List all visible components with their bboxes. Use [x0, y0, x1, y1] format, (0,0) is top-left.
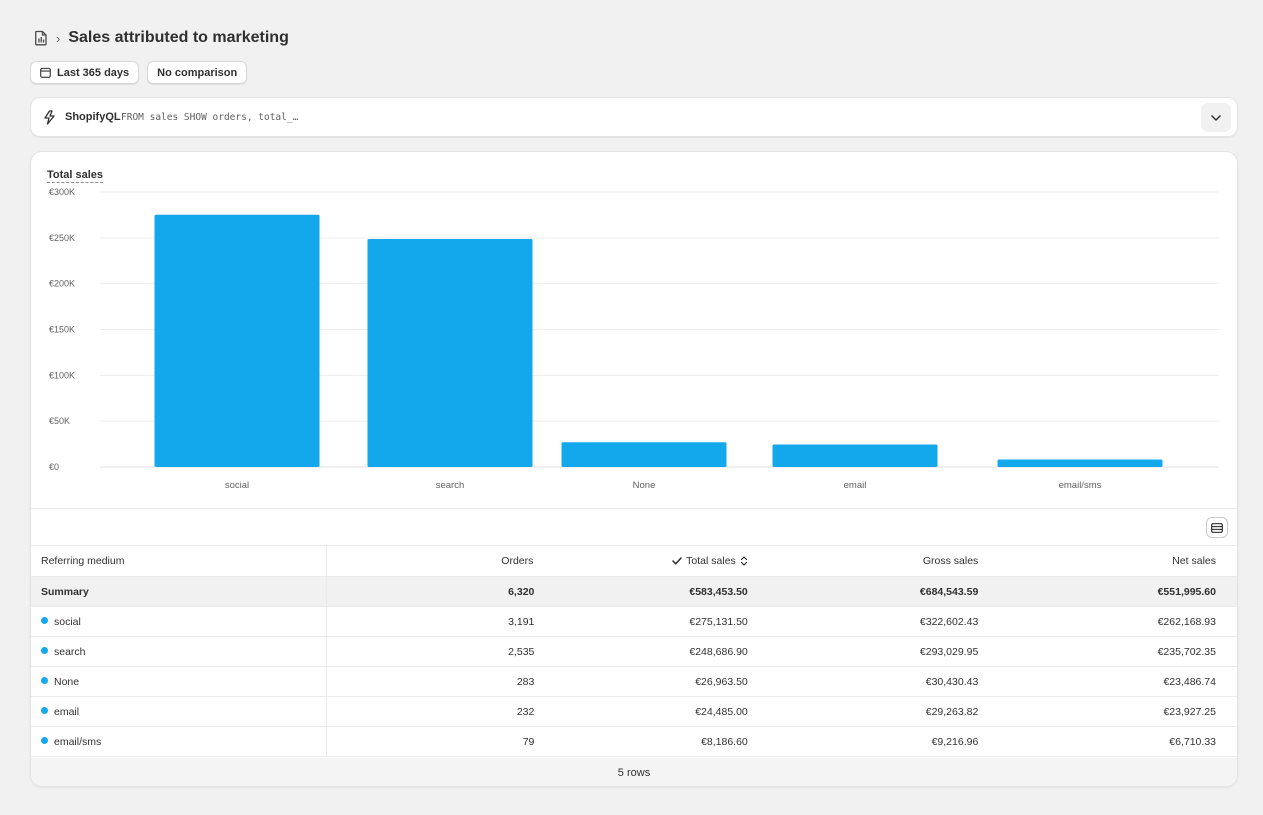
- comparison-button[interactable]: No comparison: [147, 61, 248, 84]
- x-tick-label: search: [436, 480, 465, 491]
- y-tick-label: €250K: [49, 233, 75, 243]
- report-icon[interactable]: [34, 30, 48, 46]
- page-title: Sales attributed to marketing: [68, 29, 289, 46]
- chevron-down-icon: [1211, 114, 1221, 121]
- bar-none[interactable]: [561, 442, 727, 467]
- x-tick-label: email: [844, 480, 867, 491]
- shopifyql-label: ShopifyQL: [65, 111, 121, 123]
- cell-gross-sales: €322,602.43: [755, 606, 987, 637]
- filter-bar: Last 365 days No comparison: [30, 61, 248, 84]
- series-dot-icon: [41, 707, 48, 715]
- cell-net-sales: €23,486.74: [986, 666, 1237, 697]
- medium-label: social: [54, 615, 81, 628]
- table-row: None 283 €26,963.50 €30,430.43 €23,486.74: [31, 666, 1237, 697]
- cell-total-sales: €8,186.60: [542, 726, 756, 757]
- page-header: › Sales attributed to marketing: [34, 29, 289, 47]
- series-dot-icon: [41, 647, 48, 655]
- bar-social[interactable]: [154, 214, 320, 467]
- cell-net-sales: €23,927.25: [986, 696, 1237, 727]
- y-tick-label: €150K: [49, 325, 75, 335]
- y-tick-label: €100K: [49, 370, 75, 380]
- cell-orders: 232: [326, 696, 543, 727]
- cell-net-sales: €6,710.33: [986, 726, 1237, 757]
- table-row: search 2,535 €248,686.90 €293,029.95 €235,70…: [31, 636, 1237, 667]
- summary-orders: 6,320: [326, 576, 543, 607]
- x-tick-label: social: [225, 480, 249, 491]
- x-tick-label: email/sms: [1059, 480, 1102, 491]
- col-gross-sales[interactable]: Gross sales: [755, 545, 987, 577]
- summary-gross-sales: €684,543.59: [755, 576, 987, 607]
- summary-total-sales: €583,453.50: [542, 576, 756, 607]
- medium-label: search: [54, 645, 86, 658]
- series-dot-icon: [41, 677, 48, 685]
- col-total-sales-label: Total sales: [686, 554, 736, 567]
- cell-gross-sales: €9,216.96: [755, 726, 987, 757]
- cell-net-sales: €235,702.35: [986, 636, 1237, 667]
- chart-title[interactable]: Total sales: [47, 169, 104, 183]
- expand-query-button[interactable]: [1201, 103, 1231, 132]
- bar-email[interactable]: [772, 444, 938, 467]
- cell-total-sales: €24,485.00: [542, 696, 756, 727]
- cell-gross-sales: €293,029.95: [755, 636, 987, 667]
- bar-chart: €0 €50K €100K €150K €200K €250K €300K social sea…: [49, 187, 1219, 491]
- cell-total-sales: €275,131.50: [542, 606, 756, 637]
- cell-net-sales: €262,168.93: [986, 606, 1237, 637]
- breadcrumb-chevron: ›: [56, 30, 61, 46]
- shopifyql-bar[interactable]: ShopifyQL FROM sales SHOW orders, total_…: [30, 97, 1238, 137]
- query-text[interactable]: FROM sales SHOW orders, total_…: [121, 112, 299, 123]
- cell-orders: 3,191: [326, 606, 543, 637]
- cell-gross-sales: €29,263.82: [755, 696, 987, 727]
- comparison-label: No comparison: [157, 66, 238, 79]
- cell-orders: 79: [326, 726, 543, 757]
- lightning-icon: [44, 110, 55, 125]
- cell-referring-medium: search: [31, 636, 328, 667]
- table-view-button[interactable]: [1206, 517, 1228, 538]
- summary-net-sales: €551,995.60: [986, 576, 1237, 607]
- y-tick-label: €300K: [49, 187, 75, 197]
- cell-orders: 283: [326, 666, 543, 697]
- table-row: email/sms 79 €8,186.60 €9,216.96 €6,710.33: [31, 726, 1237, 757]
- cell-total-sales: €248,686.90: [542, 636, 756, 667]
- divider: [31, 508, 1237, 509]
- summary-label: Summary: [31, 576, 328, 607]
- medium-label: email/sms: [54, 735, 102, 748]
- table-row: social 3,191 €275,131.50 €322,602.43 €262,16…: [31, 606, 1237, 637]
- table-row: email 232 €24,485.00 €29,263.82 €23,927.25: [31, 696, 1237, 727]
- y-tick-label: €0: [49, 462, 59, 472]
- check-icon: [672, 556, 682, 565]
- report-card: Total sales €0 €50K €100K €150K €200K €250K €3…: [30, 151, 1238, 787]
- bar-search[interactable]: [367, 239, 533, 467]
- col-net-sales[interactable]: Net sales: [986, 545, 1237, 577]
- table-icon: [1211, 522, 1223, 533]
- date-range-button[interactable]: Last 365 days: [30, 61, 140, 84]
- cell-referring-medium: social: [31, 606, 328, 637]
- date-range-label: Last 365 days: [57, 66, 130, 79]
- y-tick-label: €50K: [49, 416, 70, 426]
- cell-referring-medium: email/sms: [31, 726, 328, 757]
- table-header-row: Referring medium Orders Total sales Gros…: [31, 545, 1237, 577]
- sort-icon[interactable]: [740, 555, 748, 567]
- cell-referring-medium: email: [31, 696, 328, 727]
- col-total-sales[interactable]: Total sales: [542, 545, 756, 577]
- y-tick-label: €200K: [49, 279, 75, 289]
- summary-row: Summary 6,320 €583,453.50 €684,543.59 €5…: [31, 576, 1237, 607]
- calendar-icon: [40, 67, 51, 78]
- medium-label: None: [54, 675, 80, 688]
- cell-gross-sales: €30,430.43: [755, 666, 987, 697]
- cell-total-sales: €26,963.50: [542, 666, 756, 697]
- x-tick-label: None: [633, 480, 656, 491]
- series-dot-icon: [41, 617, 48, 625]
- medium-label: email: [54, 705, 80, 718]
- col-referring-medium[interactable]: Referring medium: [31, 545, 328, 577]
- data-table: Referring medium Orders Total sales Gros…: [31, 545, 1237, 757]
- series-dot-icon: [41, 737, 48, 745]
- col-orders[interactable]: Orders: [326, 545, 543, 577]
- row-count: 5 rows: [31, 758, 1237, 786]
- cell-orders: 2,535: [326, 636, 543, 667]
- cell-referring-medium: None: [31, 666, 328, 697]
- bar-email-sms[interactable]: [997, 459, 1163, 467]
